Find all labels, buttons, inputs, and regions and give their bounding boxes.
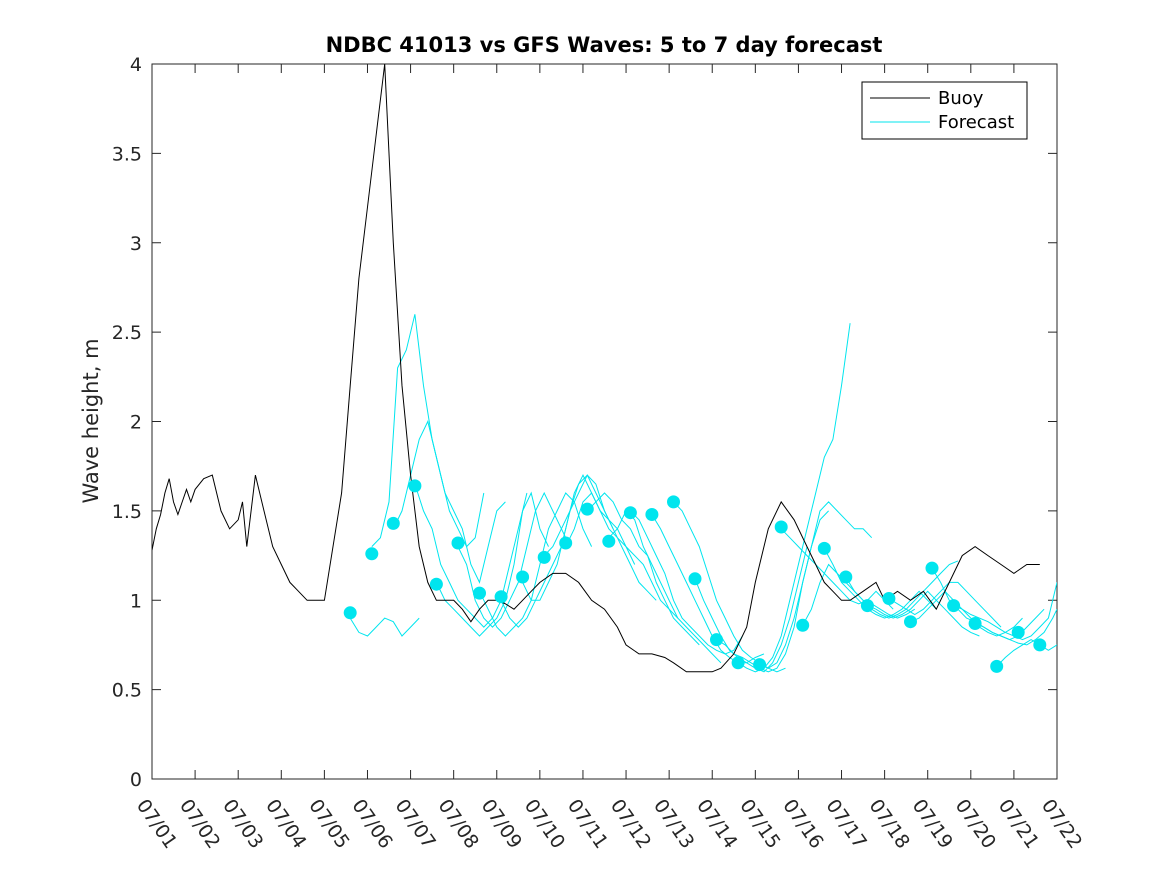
forecast-point (537, 550, 551, 564)
forecast-series-line (996, 639, 1057, 667)
forecast-point (451, 536, 465, 550)
forecast-point (343, 606, 357, 620)
forecast-series-line (349, 617, 420, 637)
forecast-point (710, 633, 723, 647)
forecast-point (559, 536, 573, 550)
forecast-point (839, 570, 853, 584)
y-tick-label: 3 (130, 233, 142, 255)
forecast-point (882, 592, 896, 605)
y-tick-label: 2 (130, 412, 142, 434)
forecast-point (602, 534, 616, 548)
forecast-point (796, 618, 810, 632)
forecast-point (580, 502, 594, 516)
forecast-series-line (888, 581, 1002, 628)
forecast-series-line (500, 474, 614, 628)
forecast-point (947, 599, 961, 613)
forecast-series-line (910, 590, 1023, 637)
legend-forecast-label: Forecast (938, 112, 1014, 133)
y-axis-label: Wave height, m (79, 338, 103, 503)
forecast-point (645, 508, 659, 521)
forecast-point (623, 506, 637, 520)
forecast-series-line (414, 483, 528, 628)
legend-buoy-label: Buoy (938, 88, 984, 109)
forecast-point (408, 479, 422, 493)
forecast-point (817, 541, 831, 555)
y-tick-label: 0.5 (112, 680, 142, 702)
forecast-series-line (457, 491, 571, 628)
series-group (152, 64, 1057, 673)
forecast-point (473, 586, 486, 600)
forecast-point (516, 570, 530, 584)
y-tick-label: 4 (130, 54, 142, 76)
forecast-point (429, 577, 443, 591)
forecast-series-line (759, 501, 873, 669)
y-tick-label: 1 (130, 590, 142, 612)
forecast-series-line (435, 491, 549, 637)
forecast-series-line (651, 514, 765, 664)
forecast-point (774, 520, 788, 534)
forecast-series-line (543, 474, 657, 601)
forecast-point (667, 495, 680, 509)
forecast-point (1011, 625, 1025, 639)
forecast-point (904, 615, 917, 629)
legend-box (861, 81, 1028, 140)
y-tick-label: 1.5 (112, 501, 142, 523)
forecast-point (990, 659, 1004, 673)
forecast-series-line (737, 323, 851, 673)
forecast-series-line (953, 582, 1057, 641)
forecast-series-line (371, 314, 485, 548)
forecast-series-line (823, 548, 937, 619)
forecast-point (688, 572, 702, 586)
forecast-point (1033, 638, 1047, 652)
forecast-point (968, 617, 982, 630)
y-tick-label: 2.5 (112, 322, 142, 344)
forecast-point (860, 599, 874, 613)
forecast-point (386, 516, 400, 530)
forecast-series-line (694, 546, 808, 673)
forecast-series-line (392, 420, 506, 584)
legend: Buoy Forecast (861, 81, 1028, 140)
forecast-point (731, 656, 745, 670)
y-tick-label: 0 (130, 769, 142, 791)
forecast-point (753, 658, 767, 672)
forecast-point (494, 590, 508, 604)
forecast-series-line (565, 492, 679, 619)
y-tick-label: 3.5 (112, 143, 142, 165)
forecast-series-line (867, 590, 980, 637)
forecast-series-line (586, 492, 700, 646)
forecast-series-line (974, 608, 1057, 646)
forecast-point (925, 561, 939, 575)
forecast-series-line (780, 528, 894, 610)
chart-title: NDBC 41013 vs GFS Waves: 5 to 7 day fore… (326, 33, 883, 57)
forecast-point (365, 547, 379, 561)
